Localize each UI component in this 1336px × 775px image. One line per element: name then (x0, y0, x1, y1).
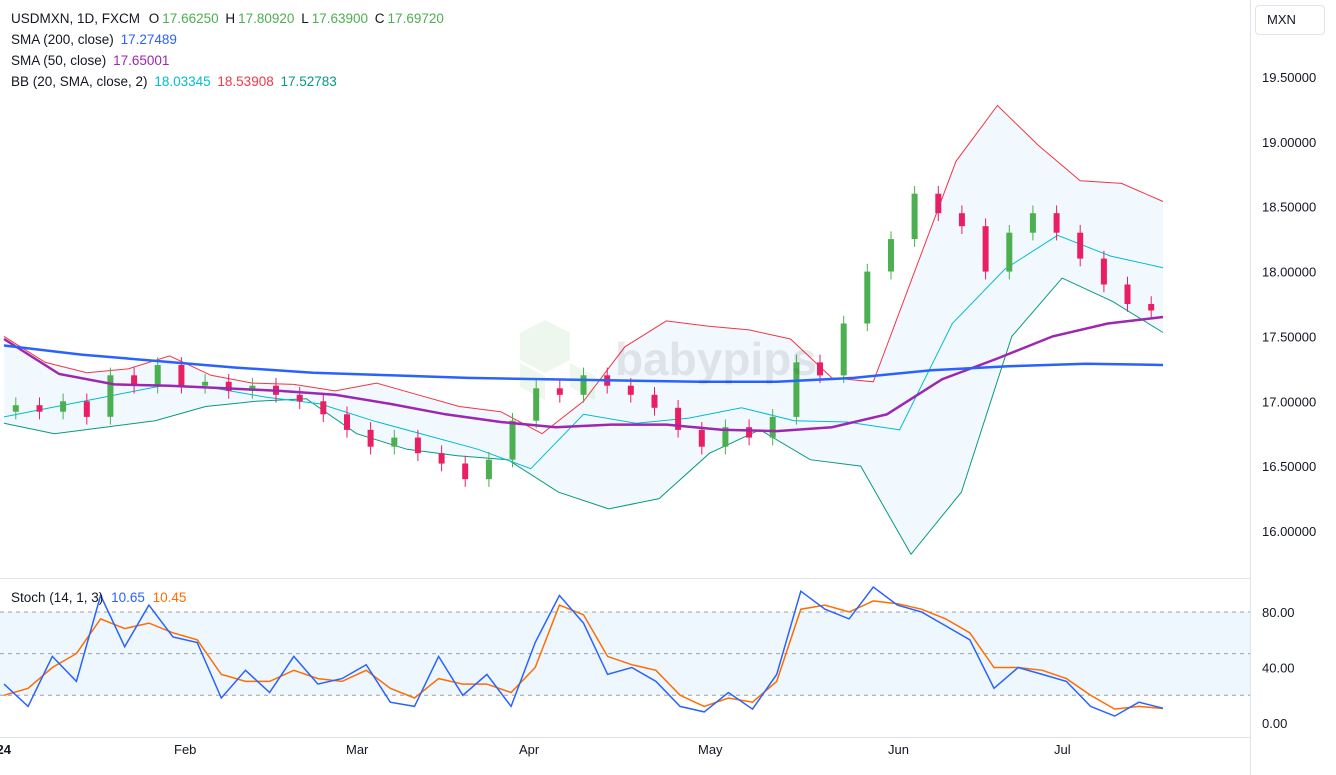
candle-body (864, 271, 871, 324)
ohlc-high: H 17.80920 (225, 11, 295, 26)
candle-body (1053, 213, 1060, 233)
bollinger-band-fill (4, 105, 1163, 555)
currency-button[interactable]: MXN (1255, 5, 1325, 35)
candle-body (533, 388, 540, 421)
bb-lower-value: 17.52783 (280, 74, 337, 89)
price-axis-label: 16.00000 (1262, 524, 1316, 539)
bollinger-lower-line (3, 277, 1164, 556)
candle-body (344, 414, 350, 430)
candle-body (580, 375, 587, 395)
stoch-axis-label: 40.00 (1262, 661, 1295, 676)
price-axis-label: 17.00000 (1262, 394, 1316, 409)
sma50-legend[interactable]: SMA (50, close) 17.65001 (11, 50, 172, 71)
price-axis-label: 18.00000 (1262, 265, 1316, 280)
candle-body (651, 394, 658, 408)
candle-body (107, 375, 114, 417)
stoch-k-line (3, 585, 1164, 717)
candle-body (840, 323, 847, 376)
candle-body (698, 429, 705, 447)
stoch-legend[interactable]: Stoch (14, 1, 3) 10.65 10.45 (11, 590, 186, 605)
price-axis-label: 19.50000 (1262, 70, 1316, 85)
stoch-d-value: 10.45 (152, 590, 187, 605)
symbol-legend: USDMXN, 1D, FXCM O 17.66250 H 17.80920 L 17… (11, 8, 447, 29)
candle-body (1029, 213, 1036, 233)
candle-body (131, 375, 138, 386)
sma200-name: SMA (200, close) (11, 32, 114, 47)
candle-body (556, 388, 563, 395)
candle-body (627, 385, 634, 395)
candle-body (225, 381, 232, 391)
time-axis-label: Feb (174, 742, 196, 757)
symbol-name[interactable]: USDMXN, 1D, FXCM (11, 11, 141, 26)
candle-body (1077, 232, 1084, 259)
time-axis-label: 2024 (0, 742, 12, 757)
candle-body (462, 463, 469, 480)
candle-body (888, 239, 894, 272)
stoch-axis-label: 80.00 (1262, 605, 1295, 620)
stoch-k-value: 10.65 (111, 590, 145, 605)
candle-body (793, 362, 800, 417)
time-axis-label: Apr (519, 742, 540, 757)
ohlc-close: C 17.69720 (374, 11, 444, 26)
candle-body (746, 427, 753, 438)
sma200-line (3, 344, 1164, 384)
candle-body (509, 420, 516, 460)
candle-body (320, 401, 327, 415)
candle-body (12, 405, 19, 412)
price-axis-label: 17.50000 (1262, 329, 1316, 344)
candle-body (36, 405, 43, 412)
candle-body (1006, 232, 1013, 272)
sma50-name: SMA (50, close) (11, 53, 107, 68)
candle-body (60, 401, 67, 412)
ohlc-open: O 17.66250 (148, 11, 219, 26)
time-axis-label: May (698, 742, 723, 757)
candle-body (154, 365, 161, 386)
candle-body (414, 437, 421, 454)
price-axis-label: 19.00000 (1262, 135, 1316, 150)
candle-body (982, 226, 989, 272)
bb-name: BB (20, SMA, close, 2) (11, 74, 148, 89)
candle-body (178, 365, 185, 386)
stoch-d-line (3, 600, 1164, 710)
candle-body (367, 429, 374, 447)
stoch-name: Stoch (14, 1, 3) (11, 590, 104, 605)
candle-body (935, 193, 942, 214)
candle-body (675, 407, 682, 430)
candle-body (817, 362, 823, 376)
stoch-axis-label: 0.00 (1262, 716, 1287, 731)
bb-upper-value: 18.53908 (217, 74, 274, 89)
candle-body (1124, 284, 1131, 304)
candle-body (1100, 258, 1107, 285)
candle-body (485, 459, 492, 480)
candle-body (911, 193, 918, 240)
candle-body (769, 416, 776, 438)
time-axis-label: Jun (888, 742, 909, 757)
sma200-value: 17.27489 (120, 32, 177, 47)
price-axis-label: 18.50000 (1262, 200, 1316, 215)
ohlc-low: L 17.63900 (301, 11, 369, 26)
bb-legend[interactable]: BB (20, SMA, close, 2) 18.03345 18.53908… (11, 71, 340, 92)
candle-body (1148, 304, 1155, 311)
price-axis-label: 16.50000 (1262, 459, 1316, 474)
time-axis-label: Jul (1054, 742, 1071, 757)
sma200-legend[interactable]: SMA (200, close) 17.27489 (11, 29, 180, 50)
candle-body (83, 401, 90, 417)
candle-body (722, 427, 729, 447)
candle-body (391, 437, 398, 447)
candle-body (202, 381, 209, 386)
time-axis-label: Mar (346, 742, 369, 757)
candle-body (438, 453, 445, 464)
sma50-value: 17.65001 (113, 53, 170, 68)
candle-body (958, 213, 965, 227)
candle-body (296, 394, 303, 402)
candle-body (249, 385, 256, 391)
bb-mid-value: 18.03345 (154, 74, 211, 89)
